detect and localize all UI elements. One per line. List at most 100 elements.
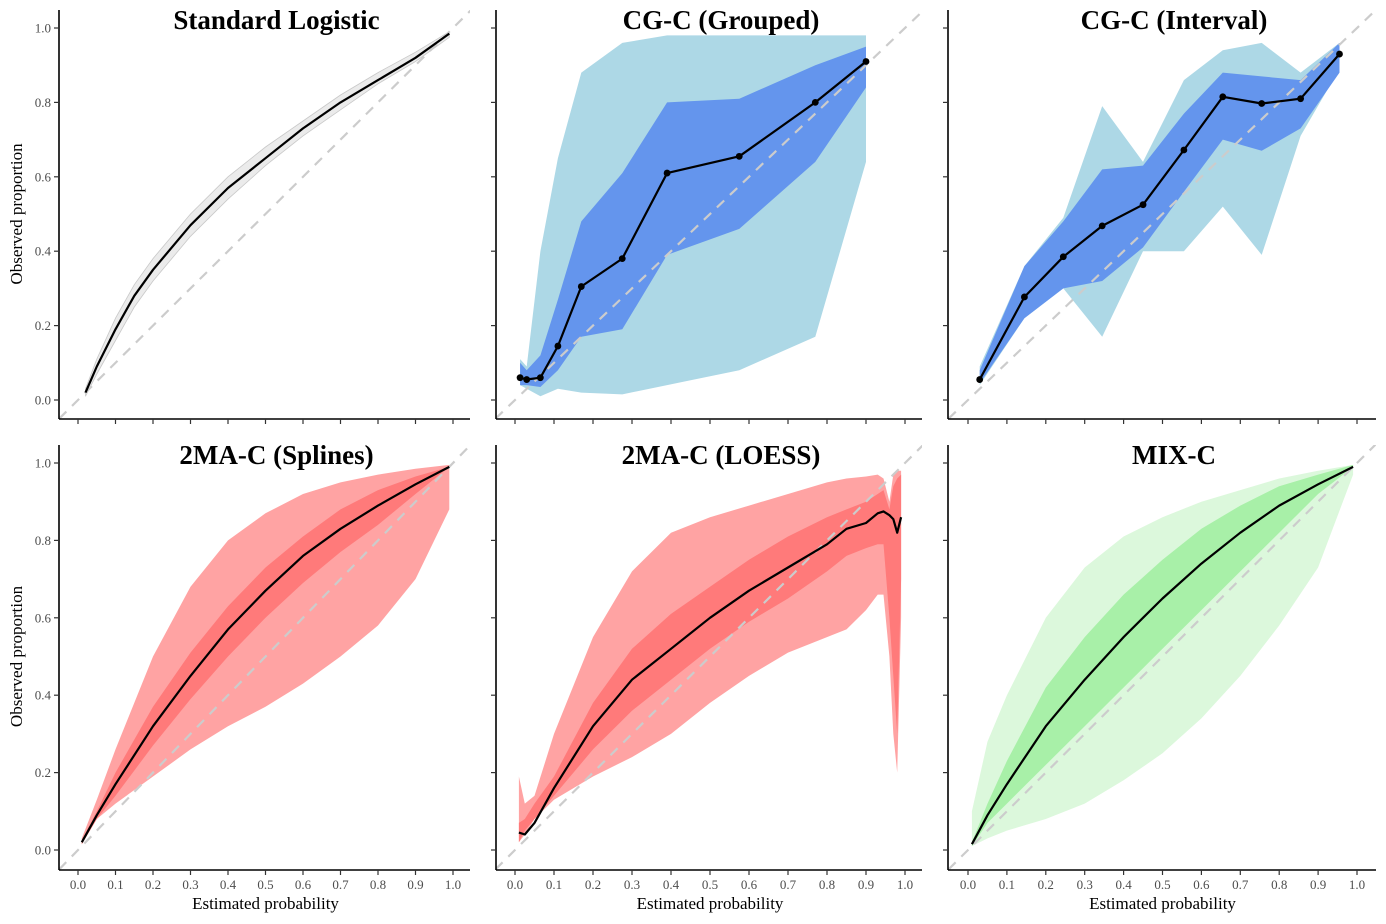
- y-tick-label: 0.0: [35, 843, 51, 858]
- x-tick-label: 0.2: [145, 877, 161, 892]
- data-point: [1139, 201, 1147, 209]
- data-point: [1297, 95, 1304, 103]
- band-95-band: [85, 30, 450, 397]
- x-tick-label: 0.4: [220, 877, 237, 892]
- panel-2ma-c-splines: 0.0 0.2 0.4 0.6 0.8 1.0 0.0 0.1 0.2 0.3 0.4 0.5 0.6 0…: [7, 440, 470, 913]
- x-axis-title: Estimated probability: [192, 894, 339, 913]
- panel-title: Standard Logistic: [173, 5, 379, 35]
- data-point: [735, 152, 743, 160]
- data-point: [1098, 222, 1106, 230]
- x-tick-label: 0.9: [407, 877, 423, 892]
- data-point: [1059, 253, 1067, 261]
- data-point: [1336, 50, 1343, 58]
- plot-area: [59, 445, 470, 870]
- x-tick-label: 0.2: [585, 877, 601, 892]
- x-tick-label: 0.6: [295, 877, 312, 892]
- y-tick-label: 0.2: [35, 318, 51, 333]
- y-tick-label: 0.6: [35, 610, 52, 625]
- x-tick-label: 0.1: [546, 877, 562, 892]
- x-tick-label: 0.8: [1271, 877, 1287, 892]
- data-point: [976, 376, 984, 383]
- plot-area: [948, 10, 1376, 419]
- x-axis-title: Estimated probability: [637, 894, 784, 913]
- y-axis-title: Observed proportion: [7, 143, 26, 285]
- x-tick-label: 0.1: [999, 877, 1015, 892]
- panel-standard-logistic: 0.0 0.2 0.4 0.6 0.8 1.0 Standard Logistic Obser…: [7, 5, 470, 424]
- band-inner: [518, 474, 902, 843]
- x-axis-title: Estimated probability: [1089, 894, 1236, 913]
- x-tick-label: 0.8: [819, 877, 835, 892]
- x-tick-label: 0.0: [507, 877, 523, 892]
- data-point: [862, 58, 870, 65]
- data-point: [1219, 93, 1227, 101]
- x-tick-label: 0.5: [257, 877, 273, 892]
- calibration-curve: [519, 60, 867, 381]
- data-point: [618, 255, 626, 263]
- x-tick-label: 0.9: [1310, 877, 1326, 892]
- plot-area: [496, 445, 922, 870]
- calibration-curve: [518, 510, 903, 836]
- data-point: [663, 169, 671, 177]
- plot-area: [948, 445, 1376, 870]
- data-point: [811, 99, 819, 106]
- x-tick-label: 0.5: [1154, 877, 1170, 892]
- panel-2ma-c-loess: 0.0 0.1 0.2 0.3 0.4 0.5 0.6 0.7 0.8 0.9 1.0 2MA-C (…: [491, 440, 922, 913]
- calibration-curve: [970, 465, 1354, 845]
- data-point: [577, 283, 585, 290]
- x-tick-label: 0.3: [182, 877, 198, 892]
- x-tick-label: 0.4: [1115, 877, 1132, 892]
- x-tick-label: 0.7: [332, 877, 349, 892]
- reference-diagonal-line: [948, 10, 1376, 419]
- y-tick-label: 1.0: [35, 456, 51, 471]
- x-tick-label: 0.2: [1038, 877, 1054, 892]
- calibration-curve: [80, 465, 450, 843]
- x-tick-label: 1.0: [445, 877, 461, 892]
- y-tick-label: 1.0: [35, 21, 51, 36]
- x-tick-label: 0.6: [741, 877, 758, 892]
- y-tick-label: 0.4: [35, 244, 52, 259]
- y-tick-label: 0.8: [35, 95, 51, 110]
- x-tick-label: 0.3: [1077, 877, 1093, 892]
- reference-diagonal-line: [59, 445, 470, 870]
- x-tick-label: 0.7: [780, 877, 797, 892]
- x-tick-label: 0.0: [70, 877, 86, 892]
- band-inner: [979, 42, 1340, 384]
- panel-cg-c-grouped: CG-C (Grouped): [491, 5, 922, 424]
- y-axis-title: Observed proportion: [7, 585, 26, 727]
- x-tick-label: 0.6: [1193, 877, 1210, 892]
- x-tick-label: 0.8: [370, 877, 386, 892]
- reference-diagonal-line: [59, 10, 470, 419]
- x-tick-label: 1.0: [1349, 877, 1365, 892]
- panel-title: MIX-C: [1132, 440, 1216, 470]
- y-tick-label: 0.4: [35, 688, 52, 703]
- calibration-curve: [84, 32, 450, 394]
- calibration-curve: [978, 53, 1341, 381]
- x-tick-label: 0.7: [1232, 877, 1249, 892]
- panel-title: 2MA-C (Splines): [179, 440, 373, 470]
- y-tick-label: 0.6: [35, 169, 52, 184]
- data-point: [523, 376, 531, 383]
- panel-cg-c-interval: CG-C (Interval): [943, 5, 1376, 424]
- x-tick-label: 1.0: [897, 877, 913, 892]
- x-tick-label: 0.3: [624, 877, 640, 892]
- data-point: [536, 374, 544, 382]
- data-point: [1258, 100, 1266, 107]
- data-point: [1180, 146, 1188, 154]
- panel-mix-c: 0.0 0.1 0.2 0.3 0.4 0.5 0.6 0.7 0.8 0.9 1.0 MIX-C Es…: [943, 440, 1376, 913]
- data-point: [1021, 293, 1028, 301]
- band-inner: [520, 46, 866, 387]
- y-tick-label: 0.0: [35, 393, 51, 408]
- data-point: [554, 342, 562, 350]
- x-tick-label: 0.4: [663, 877, 680, 892]
- x-tick-label: 0.5: [702, 877, 718, 892]
- plot-area: [496, 10, 922, 419]
- panel-title: CG-C (Interval): [1081, 5, 1268, 35]
- y-tick-label: 0.2: [35, 765, 51, 780]
- band-outer: [81, 464, 450, 845]
- x-tick-label: 0.1: [107, 877, 123, 892]
- plot-area: [59, 10, 470, 419]
- x-tick-label: 0.9: [858, 877, 874, 892]
- y-tick-label: 0.8: [35, 533, 51, 548]
- panel-title: 2MA-C (LOESS): [622, 440, 821, 470]
